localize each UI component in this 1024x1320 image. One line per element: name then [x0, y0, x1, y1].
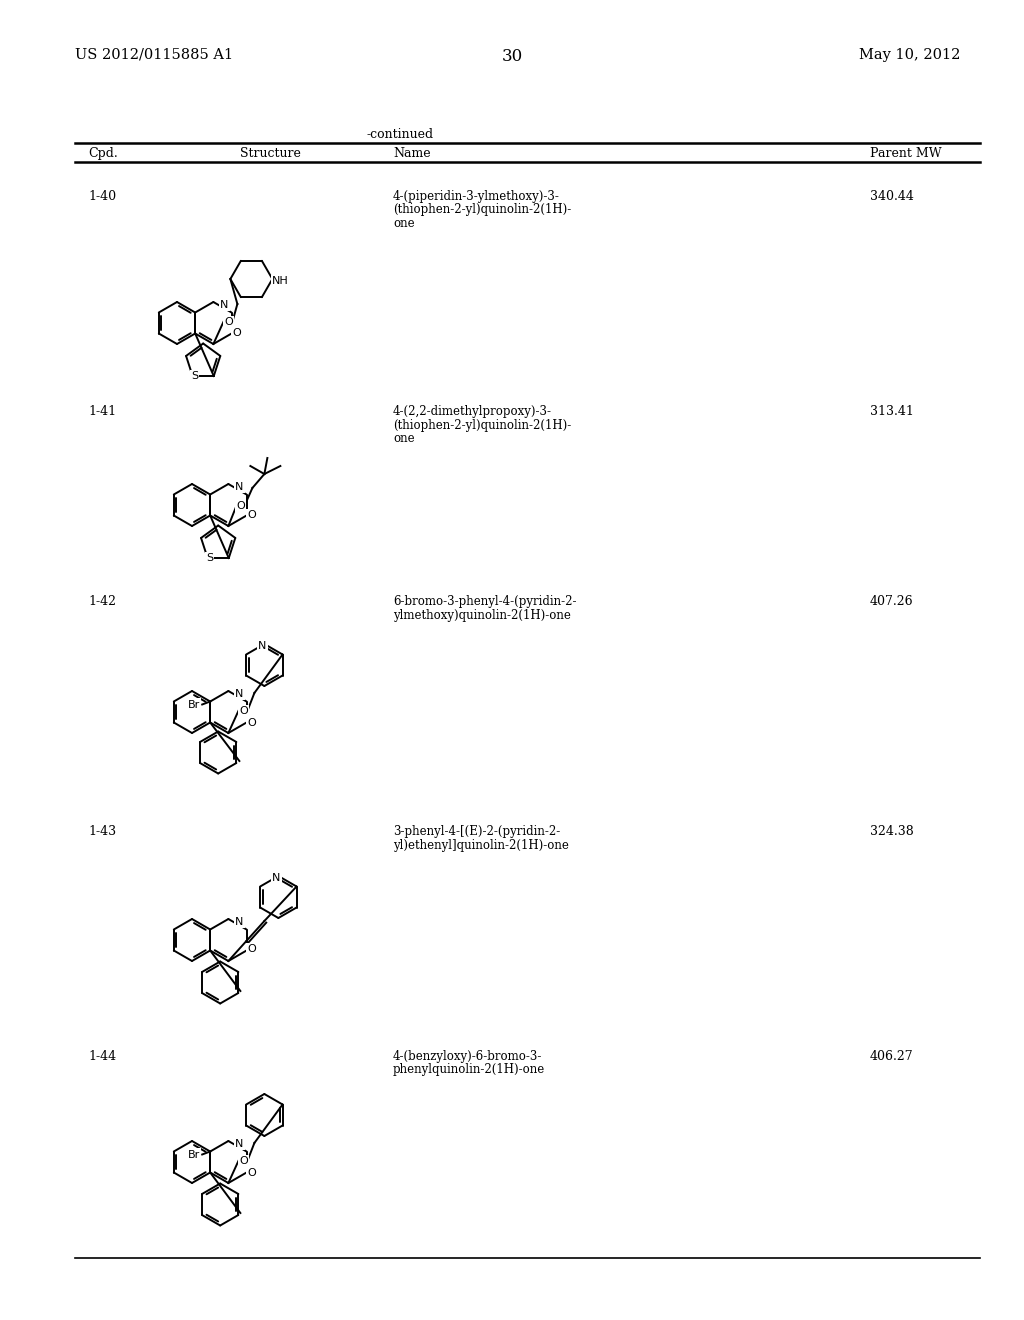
Text: N: N — [220, 300, 228, 310]
Text: yl)ethenyl]quinolin-2(1H)-one: yl)ethenyl]quinolin-2(1H)-one — [393, 838, 569, 851]
Text: 4-(2,2-dimethylpropoxy)-3-: 4-(2,2-dimethylpropoxy)-3- — [393, 405, 552, 418]
Text: O: O — [247, 511, 256, 520]
Text: O: O — [247, 1167, 256, 1177]
Text: 407.26: 407.26 — [870, 595, 913, 609]
Text: O: O — [247, 945, 256, 954]
Text: US 2012/0115885 A1: US 2012/0115885 A1 — [75, 48, 233, 62]
Text: O: O — [232, 329, 241, 338]
Text: (thiophen-2-yl)quinolin-2(1H)-: (thiophen-2-yl)quinolin-2(1H)- — [393, 418, 571, 432]
Text: N: N — [236, 917, 244, 927]
Text: O: O — [224, 317, 232, 327]
Text: Br: Br — [188, 700, 201, 710]
Text: 4-(piperidin-3-ylmethoxy)-3-: 4-(piperidin-3-ylmethoxy)-3- — [393, 190, 560, 203]
Text: one: one — [393, 216, 415, 230]
Text: 313.41: 313.41 — [870, 405, 913, 418]
Text: one: one — [393, 432, 415, 445]
Text: O: O — [239, 1156, 248, 1166]
Text: 6-bromo-3-phenyl-4-(pyridin-2-: 6-bromo-3-phenyl-4-(pyridin-2- — [393, 595, 577, 609]
Text: 406.27: 406.27 — [870, 1049, 913, 1063]
Text: S: S — [191, 371, 199, 381]
Text: Structure: Structure — [240, 147, 300, 160]
Text: 324.38: 324.38 — [870, 825, 913, 838]
Text: 1-40: 1-40 — [88, 190, 116, 203]
Text: N: N — [258, 642, 266, 651]
Text: N: N — [236, 1139, 244, 1150]
Text: O: O — [236, 502, 245, 511]
Text: NH: NH — [272, 276, 289, 286]
Text: N: N — [236, 482, 244, 492]
Text: 4-(benzyloxy)-6-bromo-3-: 4-(benzyloxy)-6-bromo-3- — [393, 1049, 543, 1063]
Text: (thiophen-2-yl)quinolin-2(1H)-: (thiophen-2-yl)quinolin-2(1H)- — [393, 203, 571, 216]
Text: Br: Br — [188, 1150, 201, 1159]
Text: O: O — [247, 718, 256, 727]
Text: O: O — [239, 706, 248, 715]
Text: 1-42: 1-42 — [88, 595, 116, 609]
Text: 1-41: 1-41 — [88, 405, 116, 418]
Text: Name: Name — [393, 147, 431, 160]
Text: 1-44: 1-44 — [88, 1049, 116, 1063]
Text: N: N — [236, 689, 244, 700]
Text: Parent MW: Parent MW — [870, 147, 942, 160]
Text: Cpd.: Cpd. — [88, 147, 118, 160]
Text: N: N — [272, 873, 281, 883]
Text: 3-phenyl-4-[(E)-2-(pyridin-2-: 3-phenyl-4-[(E)-2-(pyridin-2- — [393, 825, 560, 838]
Text: 1-43: 1-43 — [88, 825, 116, 838]
Text: 30: 30 — [502, 48, 522, 65]
Text: phenylquinolin-2(1H)-one: phenylquinolin-2(1H)-one — [393, 1064, 545, 1077]
Text: S: S — [206, 553, 213, 564]
Text: ylmethoxy)quinolin-2(1H)-one: ylmethoxy)quinolin-2(1H)-one — [393, 609, 570, 622]
Text: May 10, 2012: May 10, 2012 — [859, 48, 961, 62]
Text: -continued: -continued — [367, 128, 433, 141]
Text: 340.44: 340.44 — [870, 190, 913, 203]
